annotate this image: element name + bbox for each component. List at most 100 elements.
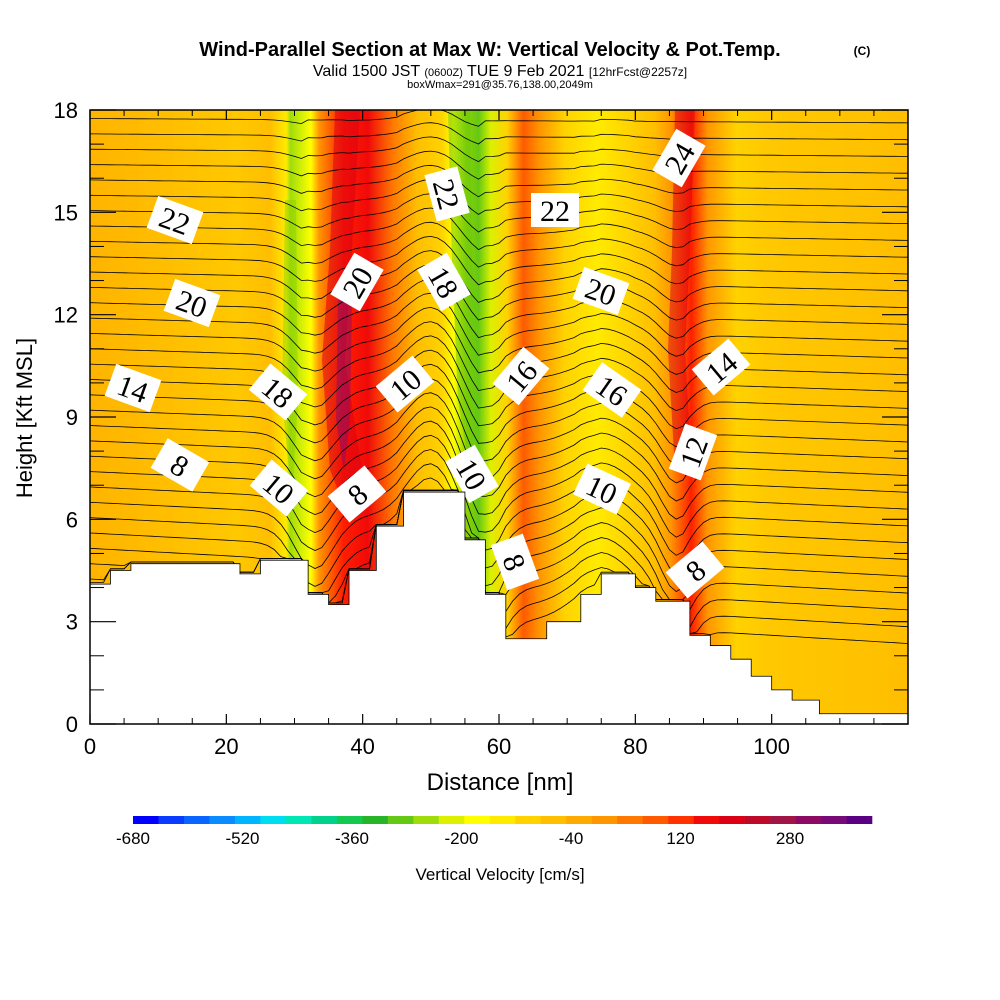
isentrope-line (90, 292, 908, 357)
terrain (89, 491, 909, 725)
y-tick-label: 3 (66, 610, 78, 635)
isentrope-line (90, 179, 908, 215)
title-mark: (C) (854, 44, 871, 58)
contour-label: 8 (490, 533, 540, 591)
updraft-core-3 (668, 110, 695, 470)
colorbar-swatch (617, 816, 643, 824)
colorbar-ticks: -680 -520 -360 -200 -40 120 280 (116, 829, 804, 848)
x-axis: 0 20 40 60 80 100 (84, 110, 875, 759)
subtitle-utc: (0600Z) (424, 67, 463, 79)
colorbar-swatch (387, 816, 414, 824)
isentrope-line (90, 122, 908, 145)
x-axis-label: Distance [nm] (427, 769, 574, 796)
isentrope-line (90, 221, 908, 268)
contour-label: 22 (424, 166, 470, 222)
chart-subtitle: Valid 1500 JST (0600Z) TUE 9 Feb 2021 [1… (313, 63, 687, 80)
isentrope-line (90, 264, 908, 321)
colorbar-swatch (515, 816, 542, 824)
y-tick-label: 15 (54, 200, 78, 225)
subtitle-valid: Valid 1500 JST (313, 63, 421, 80)
isentrope-line (90, 94, 908, 108)
colorbar-swatch (285, 816, 312, 824)
isentrope-line (90, 434, 908, 538)
colorbar-swatch (209, 816, 236, 824)
x-tick-label: 0 (84, 734, 96, 759)
subtitle-date: TUE 9 Feb 2021 (467, 63, 585, 80)
colorbar-tick-label: -360 (335, 829, 369, 848)
y-tick-label: 18 (54, 98, 78, 123)
isentrope-contours (90, 94, 908, 644)
contour-label: 8 (150, 438, 210, 492)
colorbar-swatch (158, 816, 185, 824)
colorbar-swatch (846, 816, 873, 824)
colorbar-swatch (795, 816, 822, 824)
updraft-peak-1 (336, 300, 352, 470)
isentrope-line (90, 136, 908, 163)
isentrope-line (90, 363, 908, 448)
colorbar-swatch (719, 816, 745, 824)
colorbar-tick-label: -680 (116, 829, 150, 848)
isentrope-line (90, 335, 908, 412)
isentrope-line (90, 164, 908, 198)
colorbar-swatch (668, 816, 694, 824)
contour-label: 10 (375, 355, 435, 413)
colorbar-swatch (591, 816, 618, 824)
y-axis-label: Height [Kft MSL] (12, 338, 37, 498)
isentrope-line (90, 250, 908, 303)
colorbar-swatch (234, 816, 261, 824)
x-tick-label: 60 (487, 734, 511, 759)
isentrope-line (90, 193, 908, 233)
isentrope-line (90, 235, 908, 286)
isentrope-line (90, 207, 908, 251)
contour-label: 20 (572, 266, 630, 316)
x-tick-label: 40 (350, 734, 374, 759)
y-tick-label: 12 (54, 303, 78, 328)
colorbar-tick-label: 280 (776, 829, 804, 848)
colorbar-tick-label: -200 (444, 829, 478, 848)
colorbar-swatch (693, 816, 720, 824)
colorbar-swatch (438, 816, 465, 824)
colorbar-swatch (133, 816, 159, 824)
y-tick-label: 9 (66, 405, 78, 430)
box-info: boxWmax=291@35.76,138.00,2049m (407, 79, 593, 91)
contour-label: 8 (327, 465, 387, 523)
x-tick-label: 20 (214, 734, 238, 759)
y-tick-label: 0 (66, 712, 78, 737)
colorbar-swatch (336, 816, 363, 824)
isentrope-line (90, 306, 908, 375)
colorbar-swatch (362, 816, 389, 824)
colorbar (133, 816, 873, 824)
contour-label: 22 (531, 193, 579, 228)
isentrope-line (90, 420, 908, 520)
contour-label: 8 (665, 541, 725, 599)
isentrope-line (90, 477, 908, 592)
colorbar-swatch (183, 816, 210, 824)
colorbar-swatch (260, 816, 287, 824)
colorbar-swatch (566, 816, 592, 824)
colorbar-swatch (770, 816, 796, 824)
colorbar-tick-label: 120 (666, 829, 694, 848)
isentrope-line (90, 489, 908, 600)
x-tick-label: 100 (753, 734, 790, 759)
y-axis: 0 3 6 9 12 15 18 (54, 98, 908, 737)
isentrope-line (90, 150, 908, 180)
colorbar-swatch (642, 816, 669, 824)
isentrope-line (90, 278, 908, 339)
colorbar-swatch (311, 816, 338, 824)
colorbar-swatch (540, 816, 567, 824)
svg-text:22: 22 (540, 195, 570, 228)
y-tick-label: 6 (66, 507, 78, 532)
x-tick-label: 80 (623, 734, 647, 759)
isentrope-line (90, 392, 908, 484)
contour-label: 16 (582, 362, 642, 418)
colorbar-swatch (464, 816, 491, 824)
colorbar-swatch (489, 816, 516, 824)
isentrope-line (90, 406, 908, 502)
updraft-core-1 (322, 110, 362, 520)
colorbar-swatch (413, 816, 440, 824)
colorbar-label: Vertical Velocity [cm/s] (415, 865, 584, 884)
isentrope-line (90, 378, 908, 466)
colorbar-tick-label: -520 (225, 829, 259, 848)
colorbar-tick-label: -40 (559, 829, 584, 848)
